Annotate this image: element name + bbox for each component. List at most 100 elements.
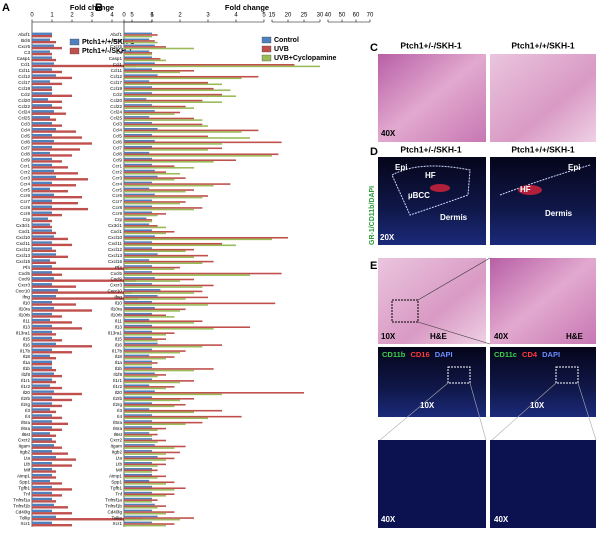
bar — [124, 320, 203, 323]
y-tick-label: Ccl19 — [18, 86, 30, 91]
bar — [124, 402, 152, 404]
bar — [124, 415, 242, 418]
y-tick-label: Il18 — [23, 354, 31, 359]
bar — [124, 193, 155, 196]
y-tick-label: Bcl6 — [21, 38, 30, 43]
bar — [124, 217, 147, 220]
bar — [32, 396, 52, 399]
y-tick-label: Pf4 — [115, 265, 122, 270]
bar — [124, 336, 152, 339]
bar — [124, 280, 180, 282]
zoom-line — [491, 382, 557, 441]
bar — [32, 82, 62, 86]
bar — [124, 99, 203, 102]
bar — [124, 393, 222, 396]
bar — [124, 409, 222, 412]
bar — [124, 133, 152, 136]
bar — [124, 125, 208, 127]
bar — [124, 219, 152, 221]
bar — [124, 116, 150, 118]
y-tick-label: Ccr5 — [20, 187, 30, 192]
zoom-line — [417, 321, 491, 345]
x-tick-label: 5 — [262, 13, 266, 19]
bar — [32, 392, 82, 396]
bar — [32, 303, 76, 306]
image-title: Ptch1+/+/SKH-1 — [511, 144, 575, 154]
y-tick-label: Il3 — [117, 408, 122, 413]
bar — [124, 50, 150, 53]
y-tick-label: Bcl6 — [113, 38, 122, 43]
bar — [124, 421, 203, 424]
bar — [124, 34, 158, 36]
bar — [124, 199, 152, 202]
bar — [32, 479, 50, 483]
fluorescence-image — [378, 347, 486, 417]
bar — [124, 74, 158, 76]
bar — [124, 248, 194, 251]
bar — [124, 87, 214, 90]
bar — [32, 309, 92, 312]
bar — [124, 312, 152, 315]
bar — [124, 357, 166, 360]
stain-label: H&E — [430, 332, 448, 341]
bar — [124, 433, 158, 436]
y-tick-label: Il10rb — [19, 313, 31, 318]
bar — [124, 214, 158, 217]
y-tick-label: Il15 — [23, 336, 31, 341]
bar — [32, 458, 76, 461]
bar — [124, 469, 158, 472]
bar — [124, 157, 152, 160]
bar — [124, 155, 272, 157]
bar — [32, 386, 62, 390]
bar — [124, 32, 152, 35]
legend-swatch — [261, 54, 272, 62]
y-tick-label: Ccr3 — [112, 175, 122, 180]
y-tick-label: Cxcr5 — [18, 44, 30, 49]
bar — [124, 47, 194, 50]
bar — [124, 524, 166, 527]
bar — [32, 92, 52, 95]
bar — [124, 302, 276, 305]
bar — [32, 339, 62, 342]
y-tick-label: Ccl9 — [21, 157, 31, 162]
bar — [124, 405, 175, 408]
bar — [124, 58, 161, 60]
bar — [32, 398, 72, 402]
y-tick-label: Ccl19 — [110, 86, 122, 91]
bar — [124, 272, 282, 275]
bar — [32, 88, 52, 92]
y-tick-label: Ccr7 — [20, 199, 30, 204]
y-tick-label: Itgam — [19, 444, 31, 449]
he-image — [490, 258, 596, 344]
y-tick-label: Il11 — [23, 318, 31, 323]
bar — [124, 253, 158, 255]
y-tick-label: Il4 — [25, 414, 30, 419]
bar — [124, 52, 152, 54]
bar — [32, 494, 62, 497]
y-tick-label: Il1a — [115, 360, 123, 365]
y-tick-label: C3 — [116, 50, 122, 55]
bar — [32, 470, 56, 473]
bar — [124, 189, 194, 191]
bar — [124, 427, 166, 430]
bar — [124, 438, 152, 440]
bar — [124, 444, 155, 446]
y-tick-label: Aimp1 — [109, 474, 122, 479]
bar — [124, 65, 320, 68]
bar — [124, 515, 158, 518]
y-tick-label: Il6ra — [21, 426, 30, 431]
y-tick-label: Cxcl15 — [16, 259, 30, 264]
bar — [32, 172, 78, 175]
x-tick-label: 0 — [122, 13, 126, 19]
bar — [32, 491, 52, 495]
bar — [32, 321, 72, 324]
bar — [124, 306, 155, 309]
bar — [32, 118, 56, 121]
bar — [32, 148, 80, 151]
y-tick-label: Cxcr5 — [110, 44, 122, 49]
bar — [124, 259, 150, 261]
bar — [124, 137, 250, 139]
magnification: 40X — [381, 129, 396, 138]
bar — [32, 354, 50, 358]
bar — [124, 229, 152, 231]
